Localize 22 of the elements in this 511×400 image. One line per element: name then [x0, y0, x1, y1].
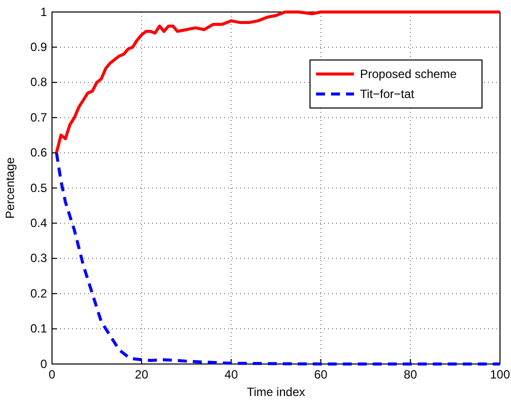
y-axis-title: Percentage [3, 156, 17, 219]
legend-label: Tit−for−tat [360, 87, 415, 101]
y-tick-label: 0.5 [30, 180, 48, 195]
line-series [54, 151, 502, 366]
y-tick-label: 0.3 [30, 251, 48, 266]
x-axis-title: Time index [246, 385, 306, 399]
y-tick-label: 0.9 [30, 40, 48, 54]
x-tick-label: 60 [314, 368, 328, 382]
y-tick-label: 1 [40, 4, 48, 19]
y-tick-label: 0.1 [30, 322, 48, 336]
y-tick-label: 0.4 [30, 216, 48, 230]
y-tick-label: 0.2 [30, 286, 48, 300]
y-tick-label: 0.7 [30, 110, 48, 124]
line-series [54, 10, 502, 154]
x-tick-label: 20 [134, 368, 149, 382]
x-tick-label: 100 [490, 368, 510, 382]
y-tick-label: 0 [40, 356, 48, 371]
legend-label: Proposed scheme [360, 67, 458, 81]
x-tick-label: 40 [224, 368, 238, 382]
y-tick-label: 0.6 [30, 146, 48, 160]
y-tick-label: 0.8 [30, 75, 48, 90]
x-tick-label: 80 [404, 368, 418, 382]
